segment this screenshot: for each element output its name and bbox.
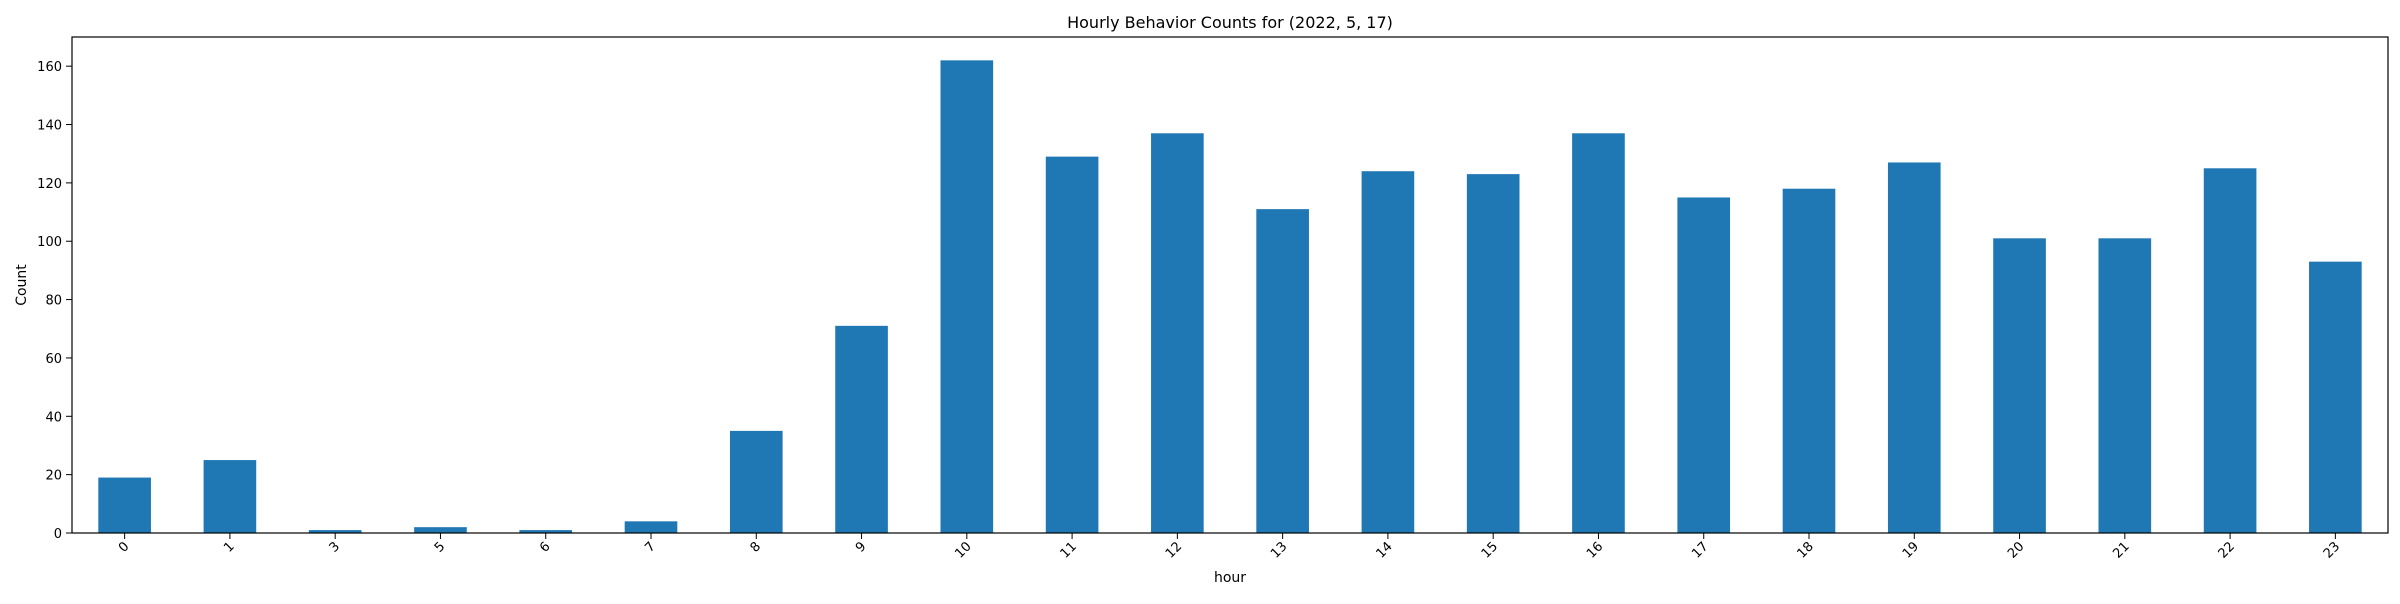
x-tick-label: 19	[1900, 539, 1922, 561]
bar-hour-19	[1887, 162, 1941, 534]
bar-hour-1	[203, 460, 257, 533]
bar-hour-0	[98, 477, 151, 533]
bar-hour-14	[1361, 171, 1415, 533]
x-tick-label: 18	[1795, 539, 1817, 561]
x-tick-label: 16	[1584, 539, 1606, 561]
bar-hour-13	[1256, 209, 1309, 533]
bar-hour-16	[1572, 133, 1625, 533]
bar-hour-7	[624, 521, 678, 533]
x-tick-label: 23	[2321, 539, 2343, 561]
y-tick-label: 40	[45, 410, 62, 425]
bar-hour-20	[1993, 238, 2046, 534]
bar-hour-17	[1677, 197, 1731, 533]
x-tick-label: 12	[1163, 539, 1185, 561]
y-tick-label: 120	[37, 177, 62, 192]
x-tick-label: 5	[432, 539, 448, 555]
bar-hour-11	[1045, 156, 1099, 533]
x-tick-label: 0	[116, 539, 132, 555]
x-tick-label: 3	[327, 539, 343, 555]
x-tick-label: 6	[537, 539, 553, 555]
plot-frame	[71, 36, 2389, 534]
x-tick-label: 21	[2110, 539, 2132, 561]
bar-hour-15	[1466, 174, 1520, 534]
y-tick-label: 100	[37, 235, 62, 250]
y-axis-label: Count	[14, 264, 30, 306]
bar-hour-6	[519, 530, 573, 533]
bar-hour-10	[940, 60, 994, 533]
bars-group	[98, 60, 2362, 534]
x-tick-label: 11	[1058, 539, 1080, 561]
x-tick-label: 14	[1373, 539, 1395, 561]
bar-hour-18	[1782, 188, 1836, 533]
x-tick-label: 8	[748, 539, 764, 555]
x-tick-label: 15	[1479, 539, 1501, 561]
x-tick-label: 13	[1268, 539, 1290, 561]
bar-hour-22	[2203, 168, 2257, 533]
x-axis: 0 1 3 5 6 7 8 9 10 11 12 13 14 15 16 17 18 19 20 21 22 23	[116, 533, 2343, 562]
y-tick-label: 0	[54, 527, 62, 542]
y-tick-label: 60	[45, 352, 62, 367]
x-tick-label: 20	[2005, 539, 2027, 561]
bar-hour-21	[2098, 238, 2152, 534]
bar-hour-23	[2309, 261, 2362, 533]
y-tick-label: 160	[37, 60, 62, 75]
bar-hour-3	[308, 530, 362, 533]
x-tick-label: 10	[952, 539, 974, 561]
bar-hour-9	[835, 325, 888, 533]
y-axis: 0 20 40 60 80 100 120 140 160	[37, 60, 72, 542]
x-axis-label: hour	[1214, 570, 1246, 586]
y-tick-label: 140	[37, 119, 62, 134]
y-tick-label: 20	[45, 469, 62, 484]
bar-hour-8	[729, 430, 783, 533]
y-tick-label: 80	[45, 294, 62, 309]
x-tick-label: 17	[1689, 539, 1711, 561]
bar-hour-12	[1151, 133, 1204, 533]
x-tick-label: 9	[853, 539, 869, 555]
x-tick-label: 22	[2216, 539, 2238, 561]
x-tick-label: 1	[221, 539, 237, 555]
chart-title: Hourly Behavior Counts for (2022, 5, 17)	[1067, 13, 1393, 32]
bar-hour-5	[414, 527, 467, 533]
x-tick-label: 7	[642, 539, 658, 555]
